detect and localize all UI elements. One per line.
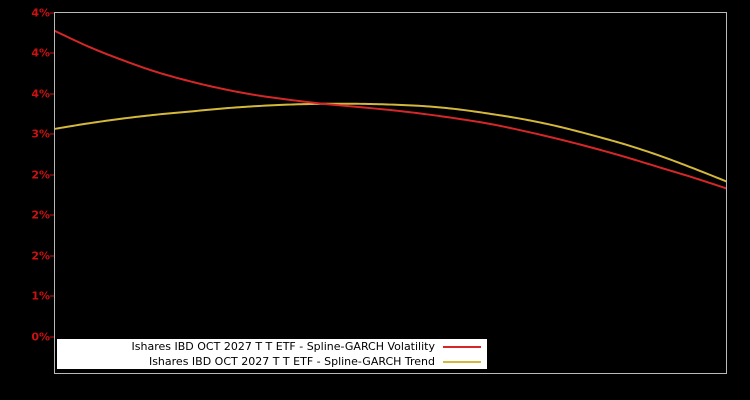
legend-entry-trend: Ishares IBD OCT 2027 T T ETF - Spline-GA… (57, 354, 487, 369)
y-tick-mark (50, 214, 54, 216)
y-tick-mark (50, 336, 54, 338)
y-tick-label: 1% (31, 289, 50, 303)
series-line-trend (55, 102, 726, 183)
legend: Ishares IBD OCT 2027 T T ETF - Spline-GA… (57, 339, 487, 369)
y-tick-mark (50, 295, 54, 297)
y-axis: 4% 4% 4% 3% 2% 2% 2% 1% 0% (0, 0, 54, 400)
y-tick-mark (50, 12, 54, 14)
legend-label: Ishares IBD OCT 2027 T T ETF - Spline-GA… (148, 354, 435, 368)
legend-swatch-volatility (441, 339, 483, 354)
series-canvas (55, 30, 726, 190)
legend-entry-volatility: Ishares IBD OCT 2027 T T ETF - Spline-GA… (57, 339, 487, 354)
y-tick-mark (50, 93, 54, 95)
y-tick-label: 2% (31, 249, 50, 263)
y-tick-label: 4% (31, 87, 50, 101)
y-tick-label: 2% (31, 208, 50, 222)
y-tick-mark (50, 52, 54, 54)
y-tick-label: 3% (31, 127, 50, 141)
legend-label: Ishares IBD OCT 2027 T T ETF - Spline-GA… (131, 339, 435, 353)
plot-area (54, 12, 727, 374)
y-tick-mark (50, 174, 54, 176)
y-tick-mark (50, 133, 54, 135)
series-line-volatility (55, 30, 726, 190)
y-tick-label: 4% (31, 46, 50, 60)
y-tick-mark (50, 255, 54, 257)
y-tick-label: 2% (31, 168, 50, 182)
y-tick-label: 4% (31, 6, 50, 20)
y-tick-label: 0% (31, 330, 50, 344)
legend-swatch-trend (441, 354, 483, 369)
